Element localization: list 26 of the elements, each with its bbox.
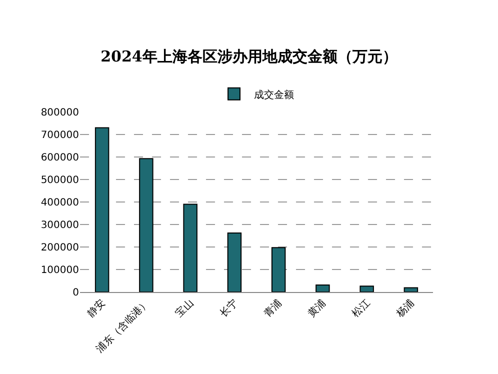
legend-label: 成交金额 (254, 88, 294, 101)
x-tick-label: 宝山 (173, 297, 196, 320)
chart-title: 2024年上海各区涉办用地成交金额（万元） (100, 47, 398, 66)
y-tick-label: 200000 (40, 242, 79, 254)
y-tick-label: 500000 (40, 175, 79, 186)
bar (316, 284, 330, 292)
x-tick-label: 长宁 (217, 297, 240, 320)
bar (227, 232, 242, 292)
y-tick-label: 0 (72, 288, 79, 298)
bar (271, 247, 286, 292)
bar (139, 158, 154, 292)
x-tick-label: 静安 (85, 297, 108, 320)
bar (404, 287, 418, 292)
bar (183, 204, 198, 292)
y-tick-label: 600000 (40, 152, 79, 164)
y-tick-label: 700000 (40, 130, 79, 141)
bar (94, 127, 110, 292)
x-tick-label: 青浦 (262, 297, 284, 320)
x-tick-label: 黄浦 (306, 297, 328, 320)
x-tick-label: 杨浦 (393, 297, 417, 321)
bar (360, 286, 374, 292)
y-tick-label: 800000 (40, 108, 79, 118)
y-tick-label: 300000 (40, 220, 79, 231)
y-tick-label: 400000 (40, 198, 79, 208)
y-tick-label: 100000 (40, 265, 79, 276)
x-tick-label: 松江 (350, 297, 372, 320)
